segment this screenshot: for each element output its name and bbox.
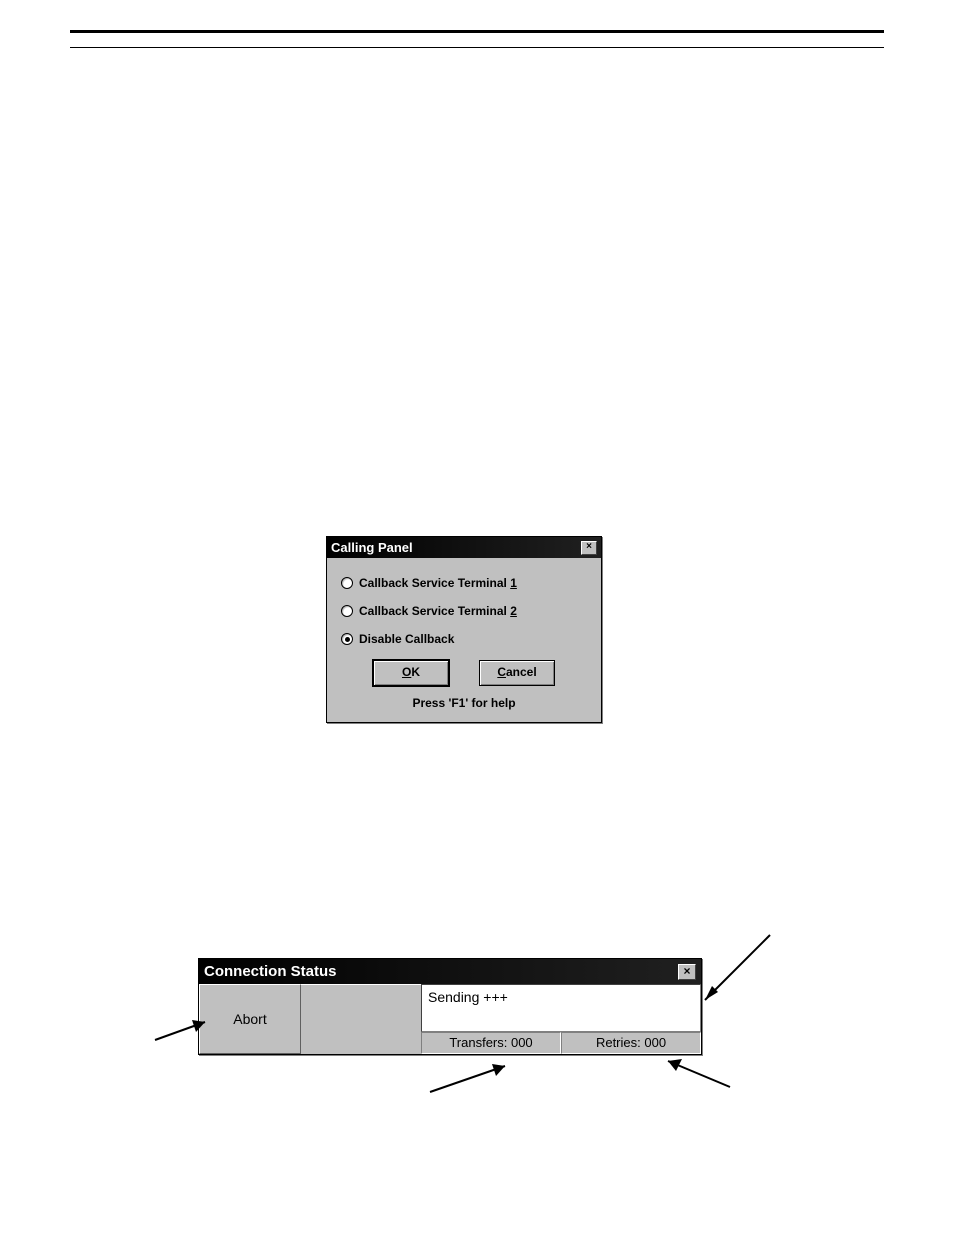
radio-callback-terminal-1[interactable]: Callback Service Terminal 1 — [341, 576, 587, 590]
calling-panel-dialog: Calling Panel × Callback Service Termina… — [326, 536, 602, 723]
radio-icon — [341, 633, 353, 645]
retries-cell: Retries: 000 — [561, 1032, 701, 1054]
arrow-icon — [420, 1060, 520, 1100]
calling-panel-title: Calling Panel — [331, 540, 581, 555]
cancel-button[interactable]: Cancel — [479, 660, 555, 686]
status-readout: Sending +++ — [421, 984, 701, 1032]
radio-disable-callback[interactable]: Disable Callback — [341, 632, 587, 646]
abort-button[interactable]: Abort — [199, 984, 301, 1054]
radio-label: Callback Service Terminal 2 — [359, 604, 517, 618]
connection-status-dialog: Connection Status × Abort Sending +++ Tr… — [198, 958, 702, 1055]
status-spacer — [301, 984, 421, 1054]
close-icon[interactable]: × — [581, 541, 597, 555]
arrow-icon — [700, 930, 780, 1010]
calling-panel-titlebar: Calling Panel × — [327, 537, 601, 558]
top-rule-thin — [70, 47, 884, 48]
radio-icon — [341, 577, 353, 589]
help-hint: Press 'F1' for help — [341, 696, 587, 710]
radio-icon — [341, 605, 353, 617]
close-icon[interactable]: × — [678, 964, 696, 980]
transfers-cell: Transfers: 000 — [421, 1032, 561, 1054]
radio-label: Callback Service Terminal 1 — [359, 576, 517, 590]
top-rule-thick — [70, 30, 884, 33]
connection-status-titlebar: Connection Status × — [199, 959, 701, 984]
calling-panel-body: Callback Service Terminal 1 Callback Ser… — [327, 558, 601, 722]
arrow-icon — [660, 1055, 740, 1095]
radio-callback-terminal-2[interactable]: Callback Service Terminal 2 — [341, 604, 587, 618]
connection-status-title: Connection Status — [204, 963, 678, 980]
radio-label: Disable Callback — [359, 632, 454, 646]
ok-button[interactable]: OK — [373, 660, 449, 686]
